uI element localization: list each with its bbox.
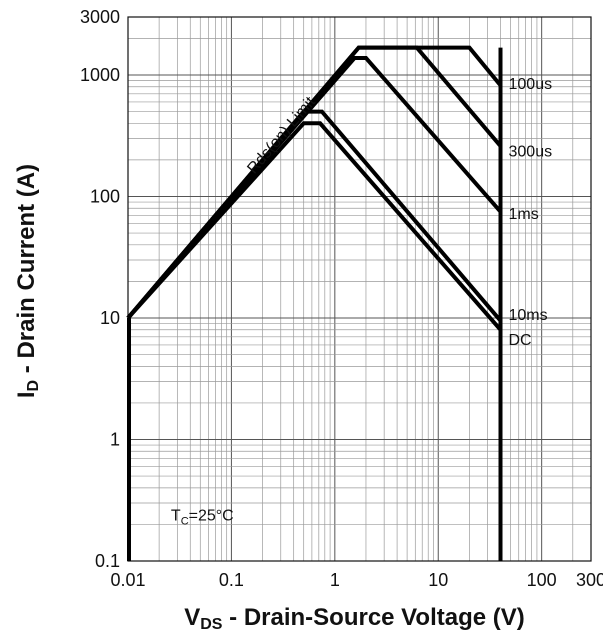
y-title-main: I bbox=[13, 391, 40, 398]
series-line-dc bbox=[126, 121, 503, 332]
series-line-100us bbox=[126, 45, 503, 320]
x-title-rest: - Drain-Source Voltage (V) bbox=[222, 604, 524, 631]
curve-label-dc: DC bbox=[509, 332, 532, 349]
condition-sub: C bbox=[181, 516, 189, 528]
x-tick-label: 0.1 bbox=[219, 570, 244, 590]
x-axis-title: VDS - Drain-Source Voltage (V) bbox=[184, 604, 525, 633]
y-axis-title: ID - Drain Current (A) bbox=[13, 164, 42, 398]
x-title-main: V bbox=[184, 604, 200, 631]
y-tick-label: 3000 bbox=[80, 7, 120, 27]
curve-labels: 100us 300us 1ms 10ms DC bbox=[509, 76, 553, 349]
condition-main: T bbox=[171, 508, 181, 525]
plot-frame bbox=[127, 16, 592, 562]
curve-label-100us: 100us bbox=[509, 76, 553, 93]
y-tick-label: 100 bbox=[90, 186, 120, 206]
x-tick-label: 300 bbox=[576, 570, 603, 590]
condition-rest: =25°C bbox=[189, 508, 234, 525]
grid-layer bbox=[127, 16, 592, 562]
series-line-300us bbox=[126, 45, 503, 320]
x-tick-label: 10 bbox=[428, 570, 448, 590]
curve-label-300us: 300us bbox=[509, 143, 553, 160]
y-tick-label: 0.1 bbox=[95, 551, 120, 571]
y-tick-label: 10 bbox=[100, 308, 120, 328]
x-tick-label: 1 bbox=[330, 570, 340, 590]
curve-label-1ms: 1ms bbox=[509, 206, 539, 223]
y-tick-label: 1 bbox=[110, 429, 120, 449]
x-tick-label: 0.01 bbox=[110, 570, 145, 590]
temperature-condition: TC=25°C bbox=[171, 508, 234, 528]
series-layer bbox=[126, 45, 503, 561]
rds-on-limit-label: Rds(on) Limit bbox=[244, 93, 319, 177]
x-tick-label: 100 bbox=[527, 570, 557, 590]
y-title-rest: - Drain Current (A) bbox=[13, 164, 40, 380]
x-title-sub: DS bbox=[200, 616, 223, 633]
y-title-sub: D bbox=[25, 380, 42, 392]
y-tick-label: 1000 bbox=[80, 65, 120, 85]
curve-label-10ms: 10ms bbox=[509, 307, 548, 324]
series-line-10ms bbox=[126, 109, 503, 322]
